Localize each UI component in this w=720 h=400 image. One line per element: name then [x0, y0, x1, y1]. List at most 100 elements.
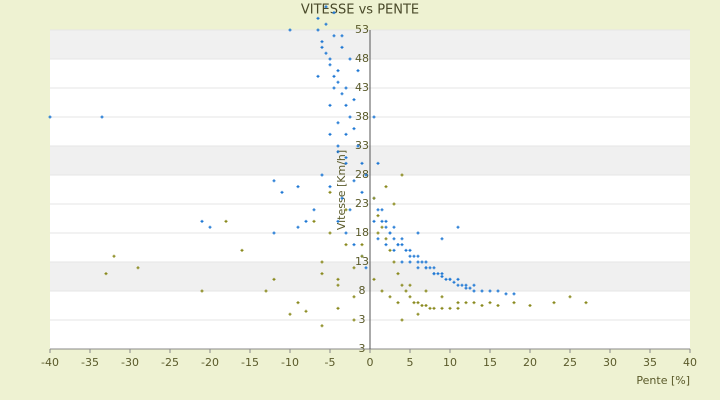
point: [320, 40, 324, 44]
point: [344, 132, 348, 136]
point: [296, 225, 300, 229]
point: [444, 277, 448, 281]
point: [384, 185, 388, 189]
point: [488, 301, 492, 305]
point: [376, 231, 380, 235]
point: [452, 280, 456, 284]
point: [328, 190, 332, 194]
point: [340, 196, 344, 200]
point: [48, 115, 52, 119]
point: [288, 312, 292, 316]
point: [360, 161, 364, 165]
point: [380, 225, 384, 229]
point: [396, 272, 400, 276]
point: [384, 225, 388, 229]
x-axis-title: Pente [%]: [636, 374, 690, 387]
point: [512, 301, 516, 305]
point: [464, 286, 468, 290]
point: [104, 272, 108, 276]
point: [304, 219, 308, 223]
point: [296, 185, 300, 189]
point: [404, 289, 408, 293]
point: [428, 266, 432, 270]
point: [224, 219, 228, 223]
y-tick-label: 33: [355, 139, 369, 152]
x-tick-label: 20: [523, 356, 537, 369]
point: [364, 173, 368, 177]
x-tick-label: 35: [643, 356, 657, 369]
point: [496, 289, 500, 293]
point: [408, 283, 412, 287]
point: [416, 254, 420, 258]
point: [272, 179, 276, 183]
point: [424, 289, 428, 293]
point: [328, 132, 332, 136]
point: [372, 115, 376, 119]
point: [240, 248, 244, 252]
x-tick-label: -40: [41, 356, 59, 369]
point: [312, 219, 316, 223]
y-tick-label: 8: [359, 284, 366, 297]
point: [480, 289, 484, 293]
point: [352, 179, 356, 183]
point: [424, 266, 428, 270]
point: [348, 115, 352, 119]
point: [336, 277, 340, 281]
point: [384, 243, 388, 247]
point: [416, 260, 420, 264]
point: [488, 289, 492, 293]
y-tick-label: 48: [355, 52, 369, 65]
point: [208, 225, 212, 229]
x-tick-label: -35: [81, 356, 99, 369]
point: [360, 190, 364, 194]
point: [200, 219, 204, 223]
point: [372, 196, 376, 200]
point: [320, 45, 324, 49]
point: [464, 283, 468, 287]
point: [348, 208, 352, 212]
point: [376, 161, 380, 165]
point: [472, 283, 476, 287]
point: [392, 248, 396, 252]
point: [320, 272, 324, 276]
point: [316, 74, 320, 78]
point: [376, 214, 380, 218]
point: [408, 260, 412, 264]
point: [408, 248, 412, 252]
point: [344, 156, 348, 160]
point: [400, 283, 404, 287]
point: [396, 301, 400, 305]
point: [336, 144, 340, 148]
point: [420, 304, 424, 307]
point: [552, 301, 556, 305]
point: [380, 289, 384, 293]
point: [336, 219, 340, 223]
x-tick-label: -25: [161, 356, 179, 369]
point: [456, 301, 460, 305]
point: [480, 304, 484, 307]
point: [432, 266, 436, 270]
point: [336, 306, 340, 310]
x-tick-label: -15: [241, 356, 259, 369]
point: [352, 318, 356, 322]
point: [584, 301, 588, 305]
point: [380, 208, 384, 212]
y-tick-label: 43: [355, 81, 369, 94]
point: [360, 243, 364, 247]
point: [344, 103, 348, 107]
point: [440, 272, 444, 276]
point: [336, 150, 340, 154]
point: [336, 69, 340, 73]
point: [384, 219, 388, 223]
y-tick-label: 53: [355, 23, 369, 36]
point: [316, 16, 320, 20]
point: [416, 266, 420, 270]
point: [456, 306, 460, 310]
x-tick-label: -5: [325, 356, 336, 369]
point: [304, 309, 308, 313]
point: [332, 86, 336, 90]
point: [440, 275, 444, 278]
x-tick-label: 25: [563, 356, 577, 369]
point: [200, 289, 204, 293]
point: [296, 301, 300, 305]
